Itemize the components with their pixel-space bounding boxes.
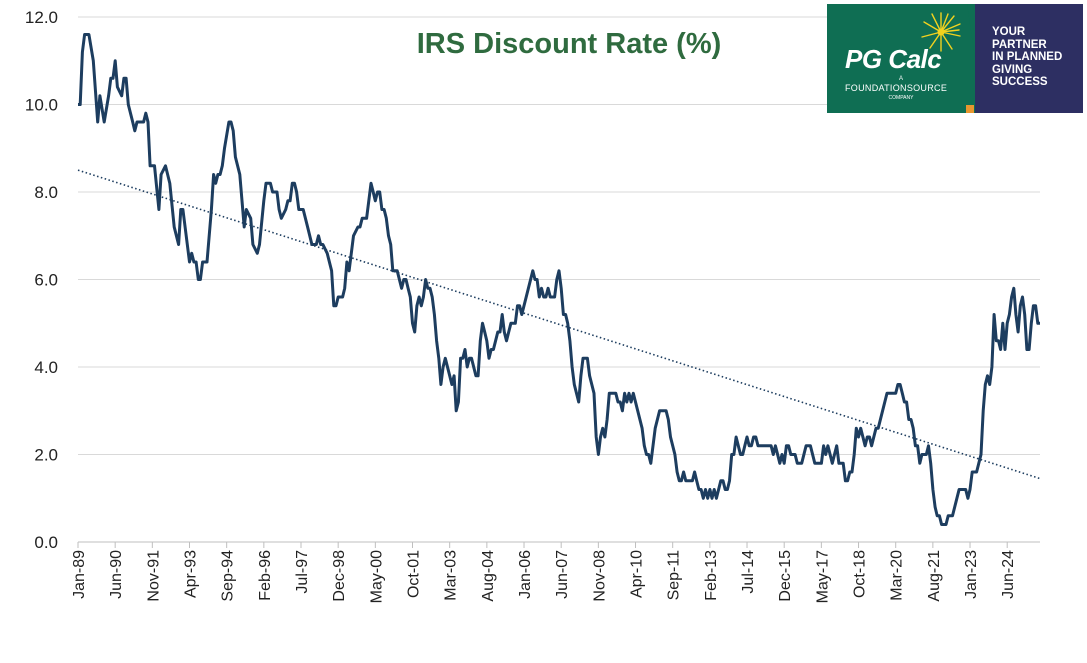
x-tick-label: Jan-23 [963, 550, 980, 599]
x-tick-label: May-17 [814, 550, 831, 603]
logo-sub-foundation: FOUNDATIONSOURCE [845, 83, 948, 93]
logo-tagline: YOUR PARTNER IN PLANNED GIVING SUCCESS [992, 26, 1062, 89]
x-tick-label: Jan-06 [517, 550, 534, 599]
x-tick-label: Feb-13 [703, 550, 720, 601]
logo-accent [966, 105, 974, 113]
tagline-line: SUCCESS [992, 76, 1048, 88]
logo-sub-a: A [898, 76, 903, 82]
pg-calc-logo: PG Calc A FOUNDATIONSOURCE COMPANY YOUR … [827, 4, 1083, 113]
x-tick-label: Dec-98 [331, 550, 348, 602]
x-tick-label: Jun-07 [554, 550, 571, 599]
x-tick-label: Sep-94 [220, 550, 237, 602]
y-tick-label: 10.0 [25, 96, 58, 115]
y-tick-label: 0.0 [34, 533, 58, 552]
tagline-line: IN PLANNED [992, 51, 1063, 63]
x-tick-label: Aug-21 [926, 550, 943, 602]
x-tick-label: Jun-90 [108, 550, 125, 599]
y-axis-ticks: 0.0 2.0 4.0 6.0 8.0 10.0 12.0 [25, 8, 58, 552]
x-tick-label: Oct-01 [406, 550, 423, 598]
x-tick-label: Apr-10 [629, 550, 646, 598]
y-tick-label: 8.0 [34, 183, 58, 202]
x-tick-label: Apr-93 [183, 550, 200, 598]
y-tick-label: 6.0 [34, 271, 58, 290]
x-tick-label: Jul-97 [294, 550, 311, 594]
x-tick-label: Nov-08 [591, 550, 608, 602]
x-tick-label: Jun-24 [1000, 550, 1017, 599]
x-tick-label: Mar-03 [443, 550, 460, 601]
x-tick-label: Jan-89 [71, 550, 88, 599]
logo-green-panel: PG Calc A FOUNDATIONSOURCE COMPANY [827, 4, 983, 113]
y-tick-label: 2.0 [34, 446, 58, 465]
x-tick-label: Dec-15 [777, 550, 794, 602]
x-axis-ticks: Jan-89 Jun-90 Nov-91 Apr-93 Sep-94 Feb-96 Jul-… [71, 542, 1017, 603]
y-tick-label: 4.0 [34, 358, 58, 377]
trendline [77, 169, 1041, 480]
x-tick-label: Mar-20 [889, 550, 906, 601]
tagline-line: YOUR [992, 26, 1026, 38]
x-tick-label: Nov-91 [145, 550, 162, 602]
series-line-irs-discount-rate [78, 33, 1040, 526]
chart-title: IRS Discount Rate (%) [417, 28, 722, 60]
x-tick-label: Oct-18 [852, 550, 869, 598]
tagline-line: PARTNER [992, 38, 1047, 51]
tagline-line: GIVING [992, 63, 1033, 76]
logo-navy-panel: YOUR PARTNER IN PLANNED GIVING SUCCESS [975, 4, 1083, 113]
logo-sub-company: COMPANY [888, 95, 914, 101]
sunburst-icon [921, 12, 961, 52]
x-tick-label: Sep-11 [666, 550, 683, 601]
x-tick-label: Feb-96 [257, 550, 274, 601]
x-tick-label: Jul-14 [740, 550, 757, 594]
x-tick-label: May-00 [368, 550, 385, 603]
x-tick-label: Aug-04 [480, 550, 497, 602]
y-tick-label: 12.0 [25, 8, 58, 27]
logo-brand: PG Calc [845, 44, 942, 74]
